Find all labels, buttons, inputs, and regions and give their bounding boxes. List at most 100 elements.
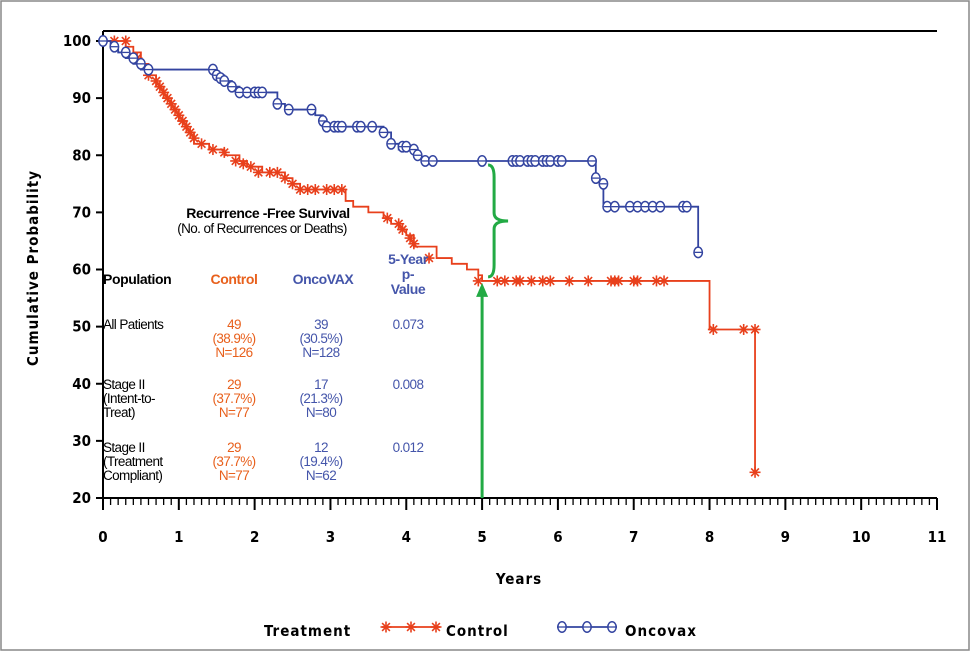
censor-mark	[287, 178, 299, 190]
table-row: All Patients 49(38.9%)N=126 39(30.5%)N=128…	[103, 317, 424, 360]
censor-mark	[120, 35, 132, 47]
row-control: (38.9%)	[212, 331, 255, 346]
row-control: 29	[227, 440, 241, 455]
row-control: N=77	[219, 405, 249, 420]
row-control: 49	[227, 317, 241, 332]
censor-mark	[161, 92, 173, 104]
x-tick-label: 11	[928, 528, 947, 546]
censor-mark	[135, 57, 146, 70]
censor-mark	[169, 104, 181, 116]
x-tick-label: 8	[705, 528, 714, 546]
y-tick-label: 60	[72, 261, 91, 279]
row-oncovax: (19.4%)	[299, 454, 342, 469]
censor-mark	[693, 246, 704, 259]
censor-mark	[226, 80, 237, 93]
table-rows: All Patients 49(38.9%)N=126 39(30.5%)N=128…	[103, 317, 424, 483]
censor-mark	[412, 149, 423, 162]
legend-oncovax-label: Oncovax	[625, 622, 697, 640]
censor-mark	[271, 166, 283, 178]
censor-mark	[563, 275, 575, 287]
legend-control-label: Control	[446, 622, 509, 640]
header-p-value-line: 5-Year	[388, 251, 429, 267]
x-axis-ticks: 0 1 2 3 4 5 6 7 8 9 10 11	[98, 498, 946, 546]
row-oncovax: 39	[314, 317, 328, 332]
censor-mark	[393, 218, 405, 230]
censor-mark	[165, 98, 177, 110]
row-control: N=126	[215, 345, 252, 360]
header-population: Population	[103, 271, 171, 287]
legend: Treatment Control Oncovax	[264, 621, 697, 640]
censor-mark	[738, 323, 750, 335]
row-control: (37.7%)	[212, 391, 255, 406]
row-oncovax: 12	[314, 440, 328, 455]
y-axis-ticks: 20 30 40 50 60 70 80 90 100	[63, 32, 103, 507]
censor-mark	[309, 184, 321, 196]
y-tick-label: 80	[72, 146, 91, 164]
table-row: Stage II(Intent-to-Treat) 29(37.7%)N=77 17…	[103, 377, 424, 420]
row-population: (Treatment	[103, 454, 163, 469]
x-tick-label: 1	[174, 528, 183, 546]
y-tick-label: 40	[72, 375, 91, 393]
x-tick-label: 4	[402, 528, 411, 546]
censor-mark	[173, 109, 185, 121]
legend-control-swatch	[380, 621, 442, 633]
censor-mark	[515, 155, 525, 167]
censor-mark	[681, 200, 692, 213]
x-tick-label: 0	[98, 528, 107, 546]
legend-asterisk	[430, 621, 442, 633]
censor-mark	[294, 184, 306, 196]
censor-mark	[257, 86, 268, 99]
row-oncovax: N=80	[306, 405, 336, 420]
censor-mark	[658, 275, 670, 287]
censor-mark	[381, 212, 393, 224]
legend-circle	[607, 621, 617, 633]
censor-mark	[749, 466, 761, 478]
censor-mark	[632, 275, 644, 287]
censor-mark	[128, 52, 139, 65]
censor-mark	[613, 275, 625, 287]
x-tick-label: 3	[326, 528, 335, 546]
row-control: 29	[227, 377, 241, 392]
row-p-value: 0.073	[393, 317, 424, 332]
row-oncovax: (30.5%)	[299, 331, 342, 346]
row-oncovax: N=128	[302, 345, 339, 360]
censor-mark	[655, 200, 666, 213]
x-tick-label: 5	[477, 528, 486, 546]
y-tick-label: 20	[72, 489, 91, 507]
x-tick-label: 6	[553, 528, 562, 546]
censor-mark	[264, 166, 276, 178]
censor-mark	[367, 120, 378, 133]
censor-mark	[120, 46, 131, 59]
censor-mark	[154, 81, 166, 93]
censor-mark	[245, 161, 257, 173]
censor-mark	[109, 40, 120, 53]
row-population: Compliant)	[103, 468, 162, 483]
y-tick-label: 90	[72, 89, 91, 107]
censor-mark	[587, 155, 597, 167]
row-oncovax: 17	[314, 377, 328, 392]
censor-mark	[252, 166, 264, 178]
row-population: (Intent-to-	[103, 391, 155, 406]
censor-mark	[525, 275, 537, 287]
censor-mark	[420, 155, 431, 167]
censor-mark	[143, 63, 154, 76]
header-p-value-line: Value	[391, 281, 426, 297]
series-layer	[98, 35, 761, 478]
censor-mark	[707, 323, 719, 335]
results-table: Recurrence -Free Survival (No. of Recurr…	[103, 205, 429, 483]
censor-mark	[302, 184, 314, 196]
legend-oncovax-swatch	[557, 621, 617, 633]
row-population: Stage II	[103, 440, 145, 455]
censor-mark	[427, 155, 438, 167]
censor-mark	[188, 132, 200, 144]
censor-mark	[582, 275, 594, 287]
y-tick-label: 30	[72, 432, 91, 450]
censor-mark	[184, 126, 196, 138]
censor-mark	[378, 126, 389, 139]
annotation-subtitle: (No. of Recurrences or Deaths)	[177, 221, 347, 236]
censor-mark	[98, 35, 108, 47]
row-population: Stage II	[103, 377, 145, 392]
y-tick-label: 100	[63, 32, 91, 50]
